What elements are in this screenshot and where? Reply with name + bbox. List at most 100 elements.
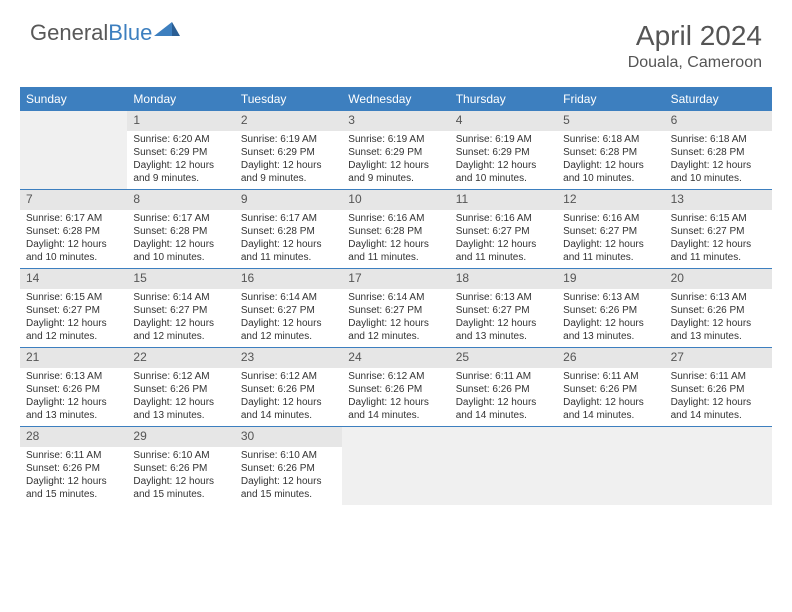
day-info: Sunrise: 6:17 AMSunset: 6:28 PMDaylight:… [127, 210, 234, 268]
calendar-day: 26Sunrise: 6:11 AMSunset: 6:26 PMDayligh… [557, 348, 664, 426]
day-info: Sunrise: 6:13 AMSunset: 6:26 PMDaylight:… [665, 289, 772, 347]
calendar-day-empty [450, 427, 557, 505]
day-info: Sunrise: 6:13 AMSunset: 6:27 PMDaylight:… [450, 289, 557, 347]
day-info: Sunrise: 6:19 AMSunset: 6:29 PMDaylight:… [342, 131, 449, 189]
daylight-line: Daylight: 12 hours and 15 minutes. [241, 475, 336, 501]
daylight-line: Daylight: 12 hours and 13 minutes. [26, 396, 121, 422]
day-number: 6 [665, 111, 772, 131]
day-info: Sunrise: 6:15 AMSunset: 6:27 PMDaylight:… [665, 210, 772, 268]
calendar-day: 12Sunrise: 6:16 AMSunset: 6:27 PMDayligh… [557, 190, 664, 268]
sunrise-line: Sunrise: 6:16 AM [563, 212, 658, 225]
sunrise-line: Sunrise: 6:16 AM [456, 212, 551, 225]
sunset-line: Sunset: 6:26 PM [241, 462, 336, 475]
sunset-line: Sunset: 6:26 PM [133, 383, 228, 396]
daylight-line: Daylight: 12 hours and 10 minutes. [26, 238, 121, 264]
sunset-line: Sunset: 6:29 PM [456, 146, 551, 159]
sunset-line: Sunset: 6:26 PM [348, 383, 443, 396]
sunset-line: Sunset: 6:28 PM [26, 225, 121, 238]
daylight-line: Daylight: 12 hours and 11 minutes. [348, 238, 443, 264]
calendar-day: 20Sunrise: 6:13 AMSunset: 6:26 PMDayligh… [665, 269, 772, 347]
sunset-line: Sunset: 6:26 PM [26, 462, 121, 475]
logo-mark-icon [154, 22, 180, 45]
sunset-line: Sunset: 6:26 PM [563, 304, 658, 317]
daylight-line: Daylight: 12 hours and 15 minutes. [133, 475, 228, 501]
sunrise-line: Sunrise: 6:12 AM [241, 370, 336, 383]
calendar-day: 14Sunrise: 6:15 AMSunset: 6:27 PMDayligh… [20, 269, 127, 347]
sunset-line: Sunset: 6:29 PM [241, 146, 336, 159]
daylight-line: Daylight: 12 hours and 10 minutes. [133, 238, 228, 264]
sunset-line: Sunset: 6:27 PM [241, 304, 336, 317]
sunrise-line: Sunrise: 6:13 AM [563, 291, 658, 304]
calendar-day-empty [665, 427, 772, 505]
daylight-line: Daylight: 12 hours and 10 minutes. [671, 159, 766, 185]
day-number: 17 [342, 269, 449, 289]
daylight-line: Daylight: 12 hours and 12 minutes. [133, 317, 228, 343]
calendar-day-empty [557, 427, 664, 505]
calendar-day: 17Sunrise: 6:14 AMSunset: 6:27 PMDayligh… [342, 269, 449, 347]
day-number: 16 [235, 269, 342, 289]
daylight-line: Daylight: 12 hours and 11 minutes. [456, 238, 551, 264]
day-number: 14 [20, 269, 127, 289]
calendar-day: 16Sunrise: 6:14 AMSunset: 6:27 PMDayligh… [235, 269, 342, 347]
calendar-day: 5Sunrise: 6:18 AMSunset: 6:28 PMDaylight… [557, 111, 664, 189]
day-number: 2 [235, 111, 342, 131]
sunrise-line: Sunrise: 6:13 AM [456, 291, 551, 304]
calendar-day: 15Sunrise: 6:14 AMSunset: 6:27 PMDayligh… [127, 269, 234, 347]
sunset-line: Sunset: 6:28 PM [133, 225, 228, 238]
day-info: Sunrise: 6:14 AMSunset: 6:27 PMDaylight:… [342, 289, 449, 347]
sunrise-line: Sunrise: 6:11 AM [456, 370, 551, 383]
logo-word2: Blue [108, 20, 152, 45]
daylight-line: Daylight: 12 hours and 13 minutes. [671, 317, 766, 343]
calendar-day: 9Sunrise: 6:17 AMSunset: 6:28 PMDaylight… [235, 190, 342, 268]
day-info: Sunrise: 6:12 AMSunset: 6:26 PMDaylight:… [235, 368, 342, 426]
day-info: Sunrise: 6:10 AMSunset: 6:26 PMDaylight:… [235, 447, 342, 505]
calendar-day: 4Sunrise: 6:19 AMSunset: 6:29 PMDaylight… [450, 111, 557, 189]
sunrise-line: Sunrise: 6:17 AM [241, 212, 336, 225]
day-info: Sunrise: 6:10 AMSunset: 6:26 PMDaylight:… [127, 447, 234, 505]
calendar-day: 18Sunrise: 6:13 AMSunset: 6:27 PMDayligh… [450, 269, 557, 347]
sunrise-line: Sunrise: 6:18 AM [671, 133, 766, 146]
calendar-week: 14Sunrise: 6:15 AMSunset: 6:27 PMDayligh… [20, 269, 772, 348]
day-number: 19 [557, 269, 664, 289]
calendar-day: 8Sunrise: 6:17 AMSunset: 6:28 PMDaylight… [127, 190, 234, 268]
sunset-line: Sunset: 6:27 PM [26, 304, 121, 317]
day-number: 20 [665, 269, 772, 289]
sunrise-line: Sunrise: 6:10 AM [241, 449, 336, 462]
daylight-line: Daylight: 12 hours and 11 minutes. [563, 238, 658, 264]
daylight-line: Daylight: 12 hours and 9 minutes. [133, 159, 228, 185]
day-number: 4 [450, 111, 557, 131]
calendar-day-empty [20, 111, 127, 189]
sunset-line: Sunset: 6:27 PM [456, 304, 551, 317]
day-info: Sunrise: 6:20 AMSunset: 6:29 PMDaylight:… [127, 131, 234, 189]
daylight-line: Daylight: 12 hours and 9 minutes. [241, 159, 336, 185]
daylight-line: Daylight: 12 hours and 10 minutes. [456, 159, 551, 185]
day-number: 18 [450, 269, 557, 289]
weekday-header: Friday [557, 87, 664, 111]
day-info: Sunrise: 6:17 AMSunset: 6:28 PMDaylight:… [235, 210, 342, 268]
calendar-day: 30Sunrise: 6:10 AMSunset: 6:26 PMDayligh… [235, 427, 342, 505]
calendar-day: 13Sunrise: 6:15 AMSunset: 6:27 PMDayligh… [665, 190, 772, 268]
day-number: 5 [557, 111, 664, 131]
daylight-line: Daylight: 12 hours and 14 minutes. [348, 396, 443, 422]
sunset-line: Sunset: 6:27 PM [133, 304, 228, 317]
calendar-day: 2Sunrise: 6:19 AMSunset: 6:29 PMDaylight… [235, 111, 342, 189]
calendar-day: 3Sunrise: 6:19 AMSunset: 6:29 PMDaylight… [342, 111, 449, 189]
day-info: Sunrise: 6:18 AMSunset: 6:28 PMDaylight:… [665, 131, 772, 189]
day-info: Sunrise: 6:11 AMSunset: 6:26 PMDaylight:… [20, 447, 127, 505]
day-info: Sunrise: 6:11 AMSunset: 6:26 PMDaylight:… [557, 368, 664, 426]
sunset-line: Sunset: 6:26 PM [671, 304, 766, 317]
day-info: Sunrise: 6:11 AMSunset: 6:26 PMDaylight:… [450, 368, 557, 426]
sunrise-line: Sunrise: 6:13 AM [26, 370, 121, 383]
day-number: 13 [665, 190, 772, 210]
sunrise-line: Sunrise: 6:19 AM [348, 133, 443, 146]
daylight-line: Daylight: 12 hours and 13 minutes. [456, 317, 551, 343]
sunset-line: Sunset: 6:26 PM [26, 383, 121, 396]
day-number: 23 [235, 348, 342, 368]
daylight-line: Daylight: 12 hours and 14 minutes. [456, 396, 551, 422]
calendar-week: 7Sunrise: 6:17 AMSunset: 6:28 PMDaylight… [20, 190, 772, 269]
daylight-line: Daylight: 12 hours and 14 minutes. [563, 396, 658, 422]
day-number: 10 [342, 190, 449, 210]
day-number: 15 [127, 269, 234, 289]
day-number: 7 [20, 190, 127, 210]
sunrise-line: Sunrise: 6:16 AM [348, 212, 443, 225]
